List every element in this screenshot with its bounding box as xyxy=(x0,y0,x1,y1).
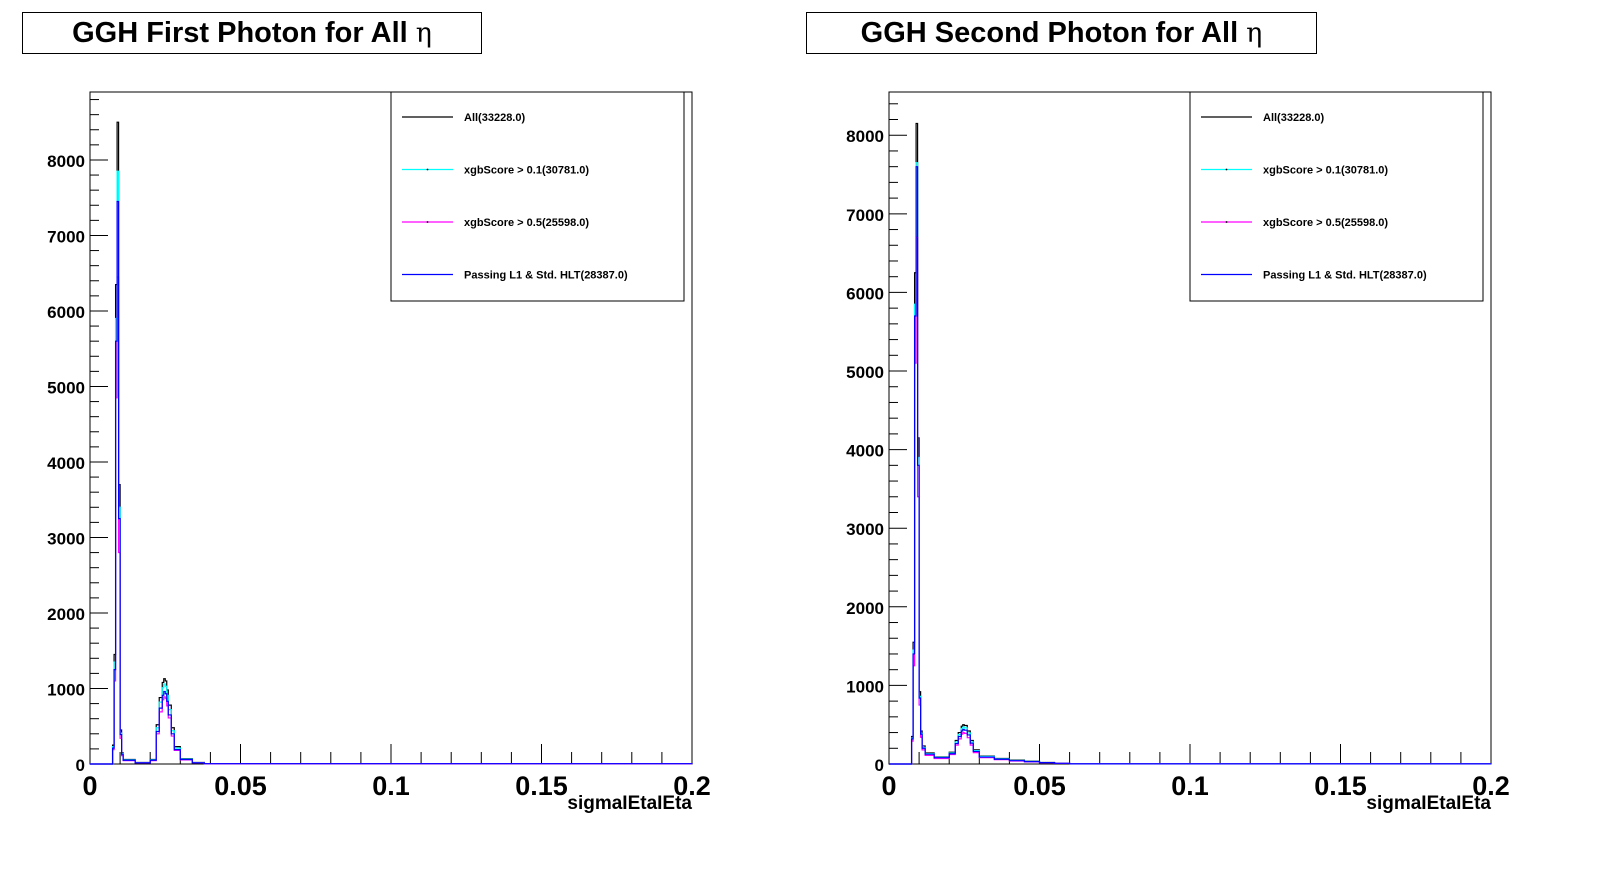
y-tick-label: 4000 xyxy=(846,442,884,461)
y-tick-label: 7000 xyxy=(846,206,884,225)
chart-title-eta-symbol: η xyxy=(1246,17,1263,49)
y-tick-label: 0 xyxy=(875,756,884,775)
x-tick-label: 0 xyxy=(82,771,97,801)
chart-title-eta-symbol: η xyxy=(415,17,432,49)
chart-title-box: GGH Second Photon for All η xyxy=(806,12,1317,54)
legend-label: Passing L1 & Std. HLT(28387.0) xyxy=(1263,270,1427,282)
x-tick-label: 0 xyxy=(881,771,896,801)
legend-marker xyxy=(426,221,429,223)
y-tick-label: 5000 xyxy=(47,378,85,397)
legend-marker xyxy=(1225,221,1228,223)
y-tick-label: 7000 xyxy=(47,227,85,246)
x-axis-label: sigmaIEtaIEta xyxy=(567,793,692,814)
y-tick-label: 2000 xyxy=(47,605,85,624)
y-tick-label: 5000 xyxy=(846,363,884,382)
x-axis-label: sigmaIEtaIEta xyxy=(1366,793,1491,814)
y-tick-label: 6000 xyxy=(47,303,85,322)
y-tick-label: 3000 xyxy=(846,520,884,539)
x-tick-label: 0.1 xyxy=(1171,771,1209,801)
x-tick-label: 0.15 xyxy=(515,771,568,801)
x-tick-label: 0.05 xyxy=(1013,771,1066,801)
chart-title-box: GGH First Photon for All η xyxy=(22,12,482,54)
y-tick-label: 6000 xyxy=(846,284,884,303)
chart-panel-first-photon: GGH First Photon for All η 0 0.05 0.1 0.15 0… xyxy=(22,12,711,814)
legend-box xyxy=(390,91,685,302)
chart-title: GGH Second Photon for All xyxy=(860,16,1239,49)
chart-plot-first-photon: 0 0.05 0.1 0.15 0.2 0 1000 2000 3000 4000 5000 6000… xyxy=(47,91,711,814)
legend: All(33228.0) xgbScore > 0.1(30781.0) xgbSc… xyxy=(390,91,685,302)
y-tick-label: 1000 xyxy=(846,677,884,696)
x-tick-label: 0.15 xyxy=(1314,771,1367,801)
legend-box xyxy=(1189,91,1484,302)
legend-label: xgbScore > 0.1(30781.0) xyxy=(464,165,589,177)
y-tick-label: 0 xyxy=(76,756,85,775)
chart-plot-second-photon: 0 0.05 0.1 0.15 0.2 0 1000 2000 3000 4000 5000 6000… xyxy=(846,91,1510,814)
x-tick-label: 0.1 xyxy=(372,771,410,801)
legend-label: xgbScore > 0.1(30781.0) xyxy=(1263,165,1388,177)
legend-marker xyxy=(1225,168,1228,171)
legend-label: All(33228.0) xyxy=(464,112,525,124)
chart-panel-second-photon: GGH Second Photon for All η 0 0.05 0.1 0.15… xyxy=(799,0,1598,874)
series-line-3 xyxy=(90,276,693,765)
x-tick-label: 0.2 xyxy=(1472,771,1510,801)
y-tick-label: 3000 xyxy=(47,529,85,548)
y-tick-label: 2000 xyxy=(846,599,884,618)
y-tick-label: 8000 xyxy=(846,127,884,146)
y-tick-label: 4000 xyxy=(47,454,85,473)
chart-title: GGH First Photon for All xyxy=(72,16,408,49)
series-line-4 xyxy=(889,166,1492,765)
series-line-4 xyxy=(90,200,693,765)
legend-marker xyxy=(426,168,429,171)
legend-label: xgbScore > 0.5(25598.0) xyxy=(464,217,589,229)
series-line-3 xyxy=(889,236,1492,765)
x-tick-label: 0.05 xyxy=(214,771,267,801)
y-tick-label: 1000 xyxy=(47,680,85,699)
y-tick-label: 8000 xyxy=(47,152,85,171)
legend: All(33228.0) xgbScore > 0.1(30781.0) xgbSc… xyxy=(1189,91,1484,302)
legend-label: xgbScore > 0.5(25598.0) xyxy=(1263,217,1388,229)
legend-label: Passing L1 & Std. HLT(28387.0) xyxy=(464,270,628,282)
x-tick-label: 0.2 xyxy=(673,771,711,801)
legend-label: All(33228.0) xyxy=(1263,112,1324,124)
